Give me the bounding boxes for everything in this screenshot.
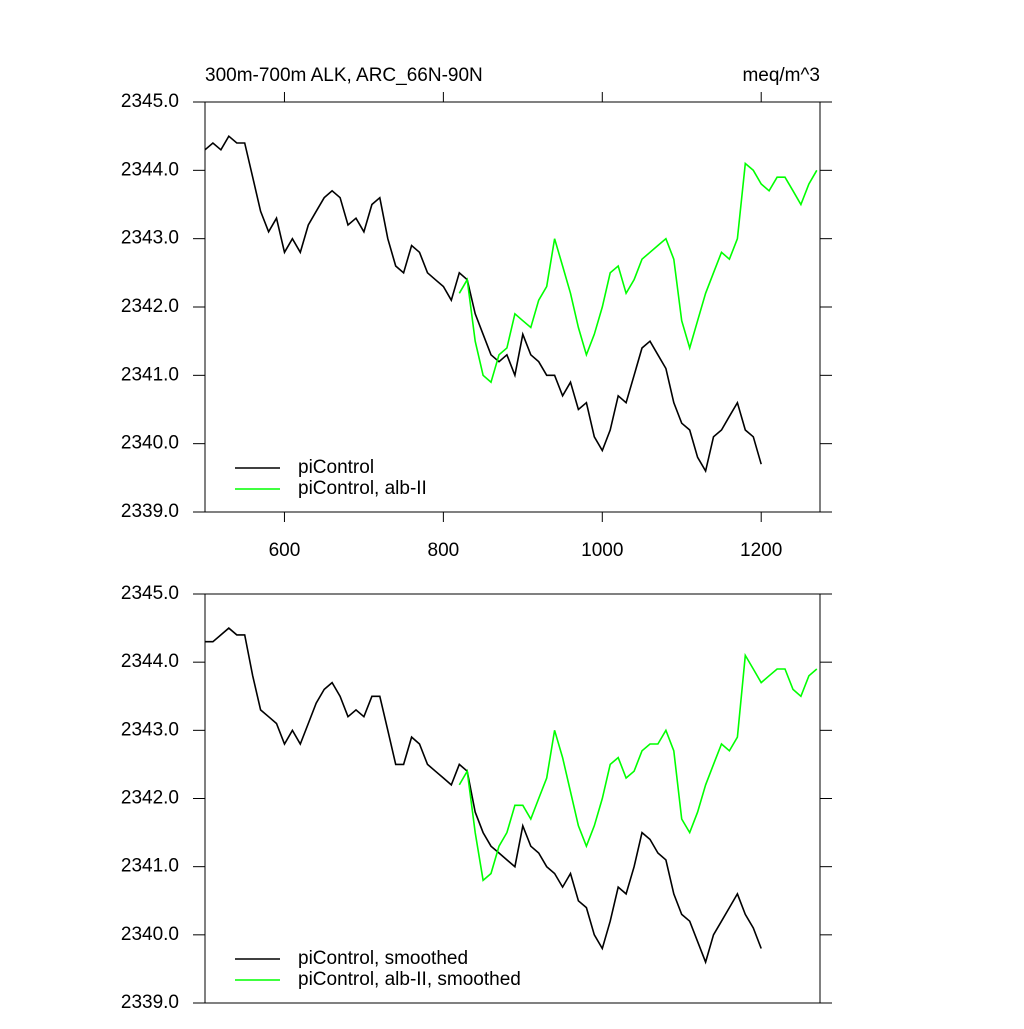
y-tick-label: 2341.0 — [121, 364, 179, 385]
plot-frame — [204, 101, 821, 513]
series-line — [458, 652, 818, 882]
y-tick-label: 2344.0 — [121, 159, 179, 180]
plot-frame — [204, 593, 821, 1004]
chart-title: 300m-700m ALK, ARC_66N-90N — [205, 65, 483, 86]
series-line — [204, 134, 762, 474]
legend-label: piControl, alb-II, smoothed — [298, 969, 521, 990]
y-tick-label: 2343.0 — [121, 719, 179, 740]
x-tick-label: 1000 — [581, 540, 623, 561]
legend-label: piControl — [298, 457, 374, 478]
y-tick-label: 2345.0 — [121, 583, 179, 604]
y-tick-label: 2343.0 — [121, 228, 179, 249]
x-tick-label: 1200 — [740, 540, 782, 561]
y-tick-label: 2342.0 — [121, 296, 179, 317]
y-tick-label: 2342.0 — [121, 788, 179, 809]
x-tick-label: 800 — [428, 540, 460, 561]
y-tick-label: 2340.0 — [121, 433, 179, 454]
series-line — [205, 627, 762, 965]
y-tick-label: 2340.0 — [121, 924, 179, 945]
y-tick-label: 2341.0 — [121, 856, 179, 877]
x-tick-label: 600 — [269, 540, 301, 561]
y-tick-label: 2345.0 — [121, 91, 179, 112]
legend-label: piControl, alb-II — [298, 478, 427, 499]
y-tick-label: 2344.0 — [121, 651, 179, 672]
y-tick-label: 2339.0 — [121, 501, 179, 522]
units-label: meq/m^3 — [742, 65, 820, 86]
series-line — [458, 161, 818, 384]
y-tick-label: 2339.0 — [121, 992, 179, 1013]
legend-label: piControl, smoothed — [298, 948, 468, 969]
